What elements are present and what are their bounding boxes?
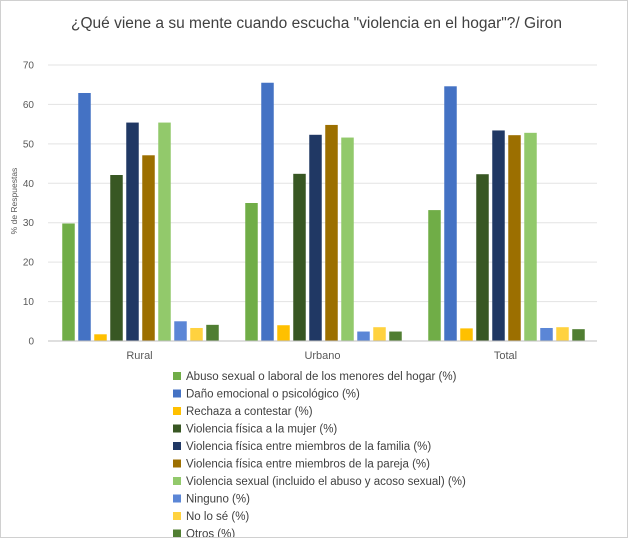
bar bbox=[492, 130, 505, 341]
bar bbox=[572, 329, 585, 341]
bar bbox=[158, 122, 171, 342]
y-tick-label: 70 bbox=[23, 61, 35, 72]
chart-title: ¿Qué viene a su mente cuando escucha "vi… bbox=[71, 15, 562, 32]
legend-swatch bbox=[173, 442, 181, 450]
legend-entry: Rechaza a contestar (%) bbox=[186, 406, 313, 418]
bar bbox=[110, 175, 123, 341]
bar bbox=[94, 334, 107, 341]
y-tick-label: 30 bbox=[23, 218, 35, 229]
bar bbox=[524, 132, 537, 341]
legend-swatch bbox=[173, 407, 181, 415]
bar bbox=[78, 92, 91, 341]
legend-entry: Violencia física a la mujer (%) bbox=[186, 424, 337, 436]
y-tick-label: 60 bbox=[23, 100, 35, 111]
legend-entry: Violencia sexual (incluido el abuso y ac… bbox=[186, 476, 466, 488]
y-tick-label: 40 bbox=[23, 179, 35, 190]
legend-swatch bbox=[173, 424, 181, 433]
bar bbox=[325, 124, 338, 341]
legend-swatch bbox=[173, 494, 181, 503]
bar bbox=[190, 327, 203, 341]
bar bbox=[508, 135, 521, 341]
x-axis-categories: Rural Urbano Total bbox=[126, 350, 517, 362]
legend-entry: Ninguno (%) bbox=[186, 494, 250, 506]
legend-swatch bbox=[173, 529, 181, 537]
legend-entry: Violencia física entre miembros de la fa… bbox=[186, 441, 431, 453]
bar bbox=[389, 331, 402, 341]
bar bbox=[126, 122, 139, 342]
legend-entry: Otros (%) bbox=[186, 529, 235, 538]
bar bbox=[444, 86, 457, 341]
legend-swatch bbox=[173, 459, 181, 468]
bar bbox=[540, 327, 553, 341]
bar bbox=[206, 324, 219, 341]
legend-swatch bbox=[173, 512, 181, 520]
bar bbox=[261, 82, 274, 341]
y-tick-label: 50 bbox=[23, 139, 35, 150]
legend-entry: No lo sé (%) bbox=[186, 511, 249, 523]
legend-swatch bbox=[173, 389, 181, 398]
bar bbox=[357, 331, 370, 341]
bar bbox=[341, 137, 354, 341]
bar bbox=[62, 223, 75, 341]
y-tick-label: 10 bbox=[23, 297, 35, 308]
bar bbox=[460, 328, 473, 341]
x-category-label: Urbano bbox=[304, 350, 340, 362]
bar bbox=[476, 174, 489, 341]
bar bbox=[309, 134, 322, 341]
y-axis-ticks: 0 10 20 30 40 50 60 70 bbox=[23, 61, 35, 348]
legend-entry: Abuso sexual o laboral de los menores de… bbox=[186, 371, 457, 383]
legend-entry: Violencia física entre miembros de la pa… bbox=[186, 459, 430, 471]
gridlines bbox=[48, 64, 597, 303]
bar bbox=[373, 327, 386, 341]
legend-entry: Daño emocional o psicológico (%) bbox=[186, 389, 360, 401]
x-category-label: Total bbox=[494, 350, 517, 362]
legend-swatch bbox=[173, 372, 181, 380]
legend-swatch bbox=[173, 477, 181, 485]
y-tick-label: 20 bbox=[23, 258, 35, 269]
bars bbox=[62, 82, 585, 342]
bar bbox=[245, 203, 258, 341]
legend: Abuso sexual o laboral de los menores de… bbox=[173, 371, 466, 537]
x-category-label: Rural bbox=[126, 350, 152, 362]
bar bbox=[293, 173, 306, 341]
y-axis-label: % de Respuestas bbox=[9, 168, 19, 235]
bar bbox=[174, 321, 187, 341]
bar bbox=[277, 325, 290, 341]
bar bbox=[142, 155, 155, 341]
y-tick-label: 0 bbox=[28, 337, 34, 348]
bar bbox=[556, 327, 569, 341]
bar bbox=[428, 210, 441, 341]
